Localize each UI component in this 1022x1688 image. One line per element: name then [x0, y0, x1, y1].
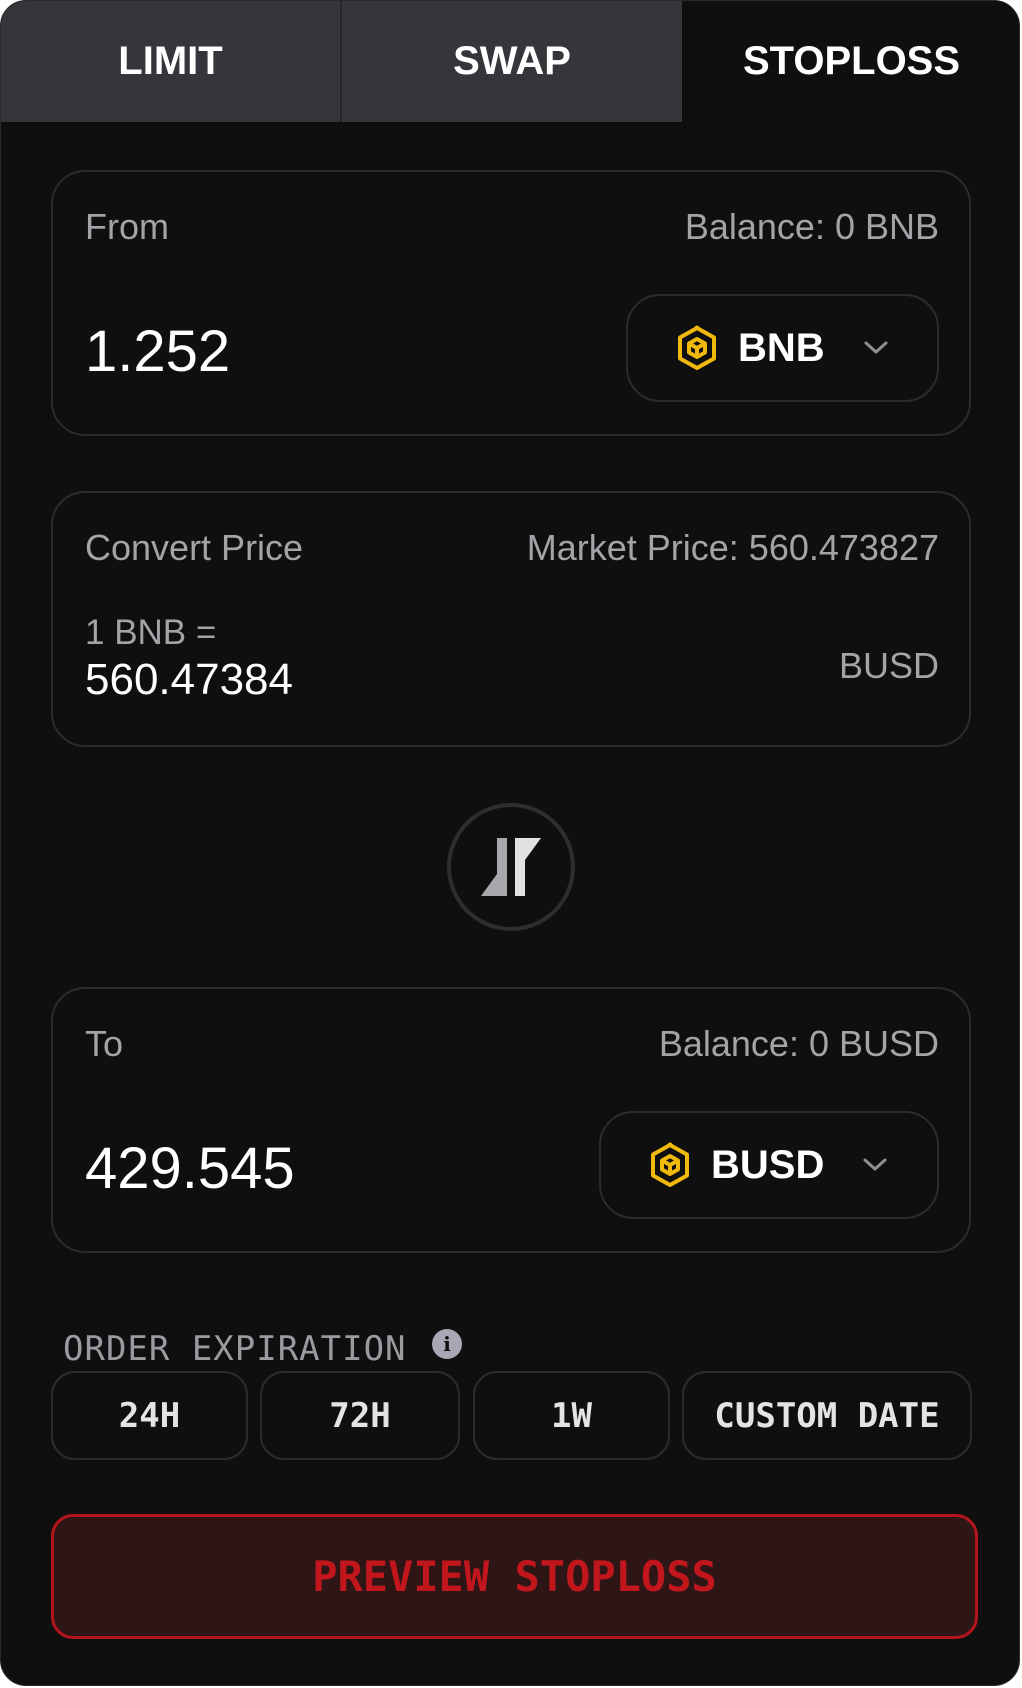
- from-label: From: [85, 206, 169, 247]
- to-amount-input[interactable]: 429.545: [85, 1136, 295, 1201]
- convert-price-card: Convert Price Market Price: 560.473827 1…: [51, 491, 971, 747]
- expiration-24h-button[interactable]: 24H: [51, 1371, 248, 1460]
- bnb-icon: [674, 325, 720, 371]
- tab-swap[interactable]: SWAP: [342, 1, 682, 122]
- to-card: To Balance: 0 BUSD 429.545 BUSD: [51, 987, 971, 1253]
- to-token-name: BUSD: [711, 1142, 825, 1187]
- from-token-select[interactable]: BNB: [626, 294, 939, 402]
- from-balance: Balance: 0 BNB: [684, 206, 939, 247]
- expiration-72h-button[interactable]: 72H: [260, 1371, 460, 1460]
- rate-prefix: 1 BNB =: [85, 613, 217, 652]
- order-expiration-title: ORDER EXPIRATION: [63, 1329, 407, 1369]
- busd-icon: [647, 1142, 693, 1188]
- chevron-down-icon: [863, 340, 889, 356]
- preview-stoploss-button[interactable]: PREVIEW STOPLOSS: [51, 1514, 978, 1639]
- rate-unit: BUSD: [838, 645, 939, 686]
- from-amount-input[interactable]: 1.252: [85, 319, 231, 384]
- rate-value-input[interactable]: 560.47384: [85, 655, 293, 704]
- tab-stoploss[interactable]: STOPLOSS: [682, 1, 1019, 122]
- to-token-select[interactable]: BUSD: [599, 1111, 939, 1219]
- to-label: To: [85, 1023, 124, 1064]
- from-card: From Balance: 0 BNB 1.252 BNB: [51, 170, 971, 436]
- expiration-1w-button[interactable]: 1W: [473, 1371, 670, 1460]
- market-price: Market Price: 560.473827: [526, 527, 939, 568]
- order-type-tabs: LIMIT SWAP STOPLOSS: [1, 1, 1019, 122]
- convert-price-label: Convert Price: [85, 527, 304, 568]
- swap-arrows-icon: [481, 838, 541, 896]
- swap-direction-button[interactable]: [447, 803, 575, 931]
- info-icon[interactable]: i: [432, 1329, 462, 1359]
- from-token-name: BNB: [738, 325, 825, 370]
- to-balance: Balance: 0 BUSD: [658, 1023, 939, 1064]
- tab-limit[interactable]: LIMIT: [1, 1, 342, 122]
- expiration-custom-date-button[interactable]: CUSTOM DATE: [682, 1371, 972, 1460]
- chevron-down-icon: [862, 1157, 888, 1173]
